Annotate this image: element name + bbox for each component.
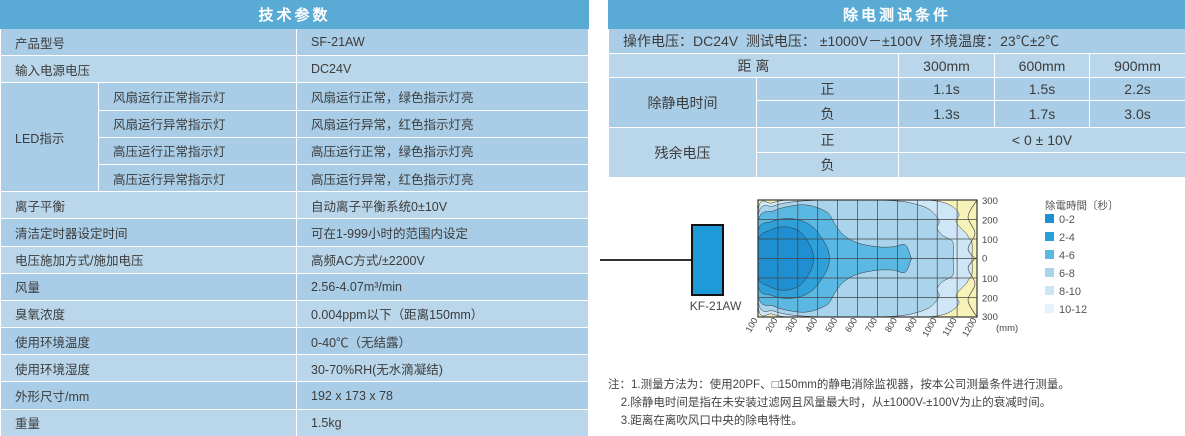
svg-text:800: 800: [883, 316, 899, 334]
svg-text:200: 200: [982, 294, 998, 305]
svg-text:700: 700: [863, 316, 879, 334]
svg-text:300: 300: [783, 316, 799, 334]
svg-text:100: 100: [744, 316, 760, 334]
svg-text:300: 300: [982, 196, 998, 207]
svg-text:300: 300: [982, 312, 998, 323]
svg-text:200: 200: [982, 216, 998, 227]
svg-text:0: 0: [982, 254, 987, 265]
svg-text:1100: 1100: [940, 316, 958, 338]
svg-text:500: 500: [823, 316, 839, 334]
svg-text:400: 400: [803, 316, 819, 334]
svg-text:1000: 1000: [920, 316, 939, 338]
svg-text:1200: 1200: [960, 316, 979, 338]
svg-text:(mm): (mm): [996, 323, 1018, 334]
svg-text:900: 900: [903, 316, 919, 334]
svg-text:100: 100: [982, 274, 998, 285]
svg-text:200: 200: [763, 316, 779, 334]
svg-text:600: 600: [843, 316, 859, 334]
svg-text:100: 100: [982, 235, 998, 246]
